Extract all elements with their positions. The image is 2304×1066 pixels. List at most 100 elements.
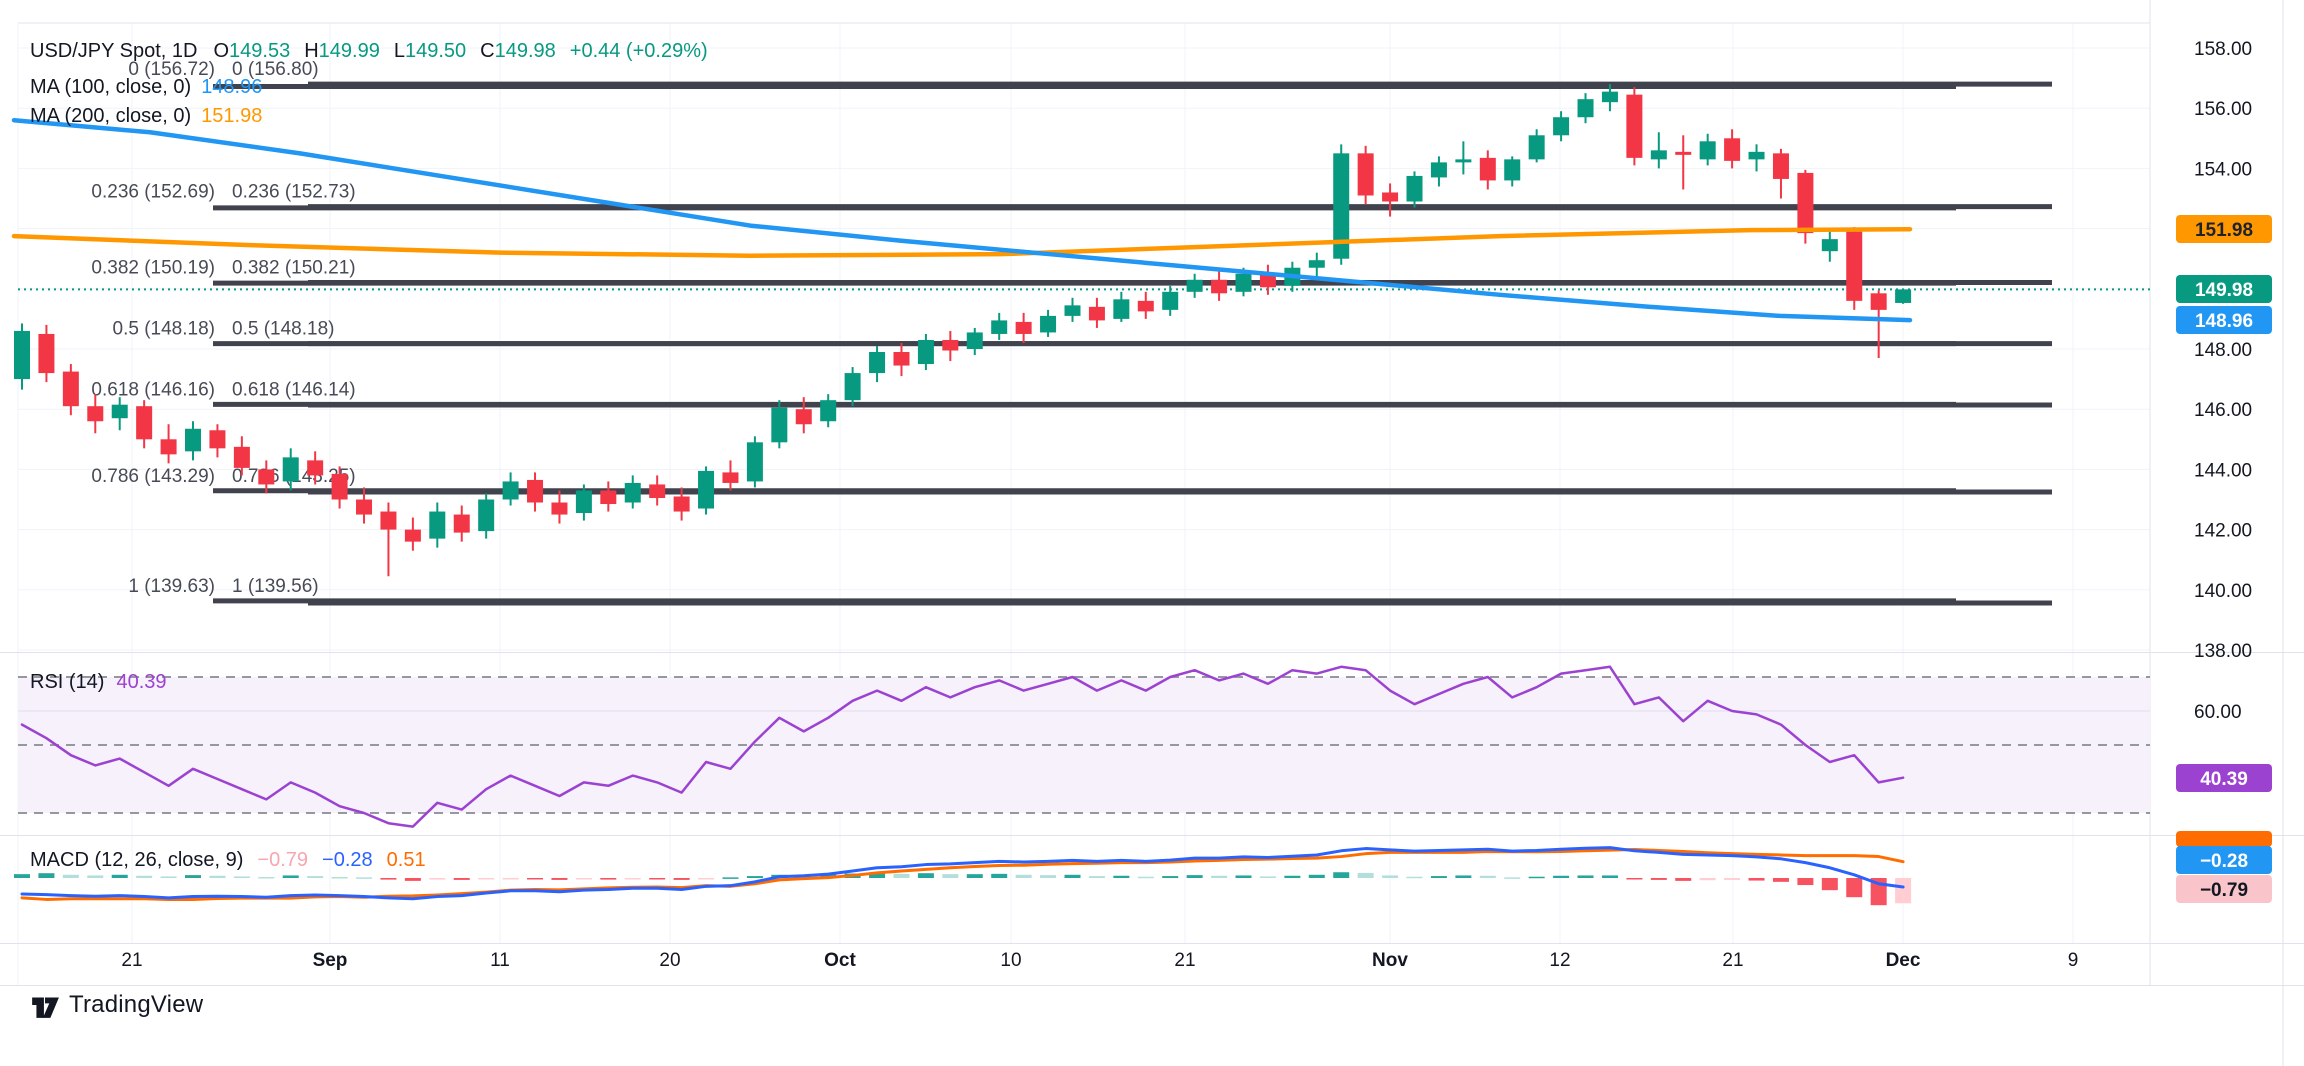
candle-body (1553, 117, 1570, 136)
candle-body (1186, 279, 1203, 292)
macd-histogram-bar (1821, 878, 1838, 891)
candle-body (136, 406, 153, 440)
candle-body (1040, 315, 1057, 333)
candle-body (1015, 321, 1032, 334)
time-axis-label: 21 (1722, 950, 1743, 971)
macd-histogram-bar (991, 873, 1008, 878)
candle-body (258, 469, 275, 485)
candle-body (1748, 151, 1765, 160)
macd-histogram-bar (62, 874, 79, 878)
macd-histogram-bar (1504, 877, 1521, 879)
price-axis-badge-148.96-text: 148.96 (2195, 311, 2253, 332)
macd-histogram-bar (1357, 872, 1374, 878)
tradingview-logo[interactable]: TradingView (30, 990, 203, 1020)
fib-label-0.236: 0.236 (152.69) (91, 182, 215, 203)
macd-histogram-bar (429, 878, 446, 880)
fib-label-0.382: 0.382 (150.19) (91, 257, 215, 278)
candle-body (698, 470, 715, 509)
candle-body (1846, 231, 1863, 301)
time-axis-label: Sep (313, 950, 348, 971)
price-axis-tick: 146.00 (2194, 400, 2252, 421)
candle-body (771, 407, 788, 443)
macd-histogram-bar (209, 875, 226, 878)
price-axis-tick: 138.00 (2194, 641, 2252, 662)
change-value: +0.44 (+0.29%) (569, 40, 708, 62)
macd-histogram-bar (1211, 875, 1228, 878)
candle-body (356, 499, 373, 515)
macd-legend-row[interactable]: MACD (12, 26, close, 9) −0.79 −0.28 0.51 (30, 849, 426, 872)
candle-body (1601, 91, 1618, 103)
macd-histogram-bar (258, 877, 275, 879)
candle-body (746, 442, 763, 482)
macd-histogram-bar (502, 878, 519, 880)
candle-body (575, 490, 592, 514)
macd-histogram-bar (307, 876, 324, 878)
macd-histogram-bar (1528, 876, 1545, 879)
macd-histogram-bar (1064, 874, 1081, 878)
time-axis-label: Dec (1886, 950, 1921, 971)
macd-histogram-bar (551, 878, 568, 880)
time-axis-label: 21 (121, 950, 142, 971)
macd-histogram-bar (380, 878, 397, 880)
macd-axis-badge-−0.28 (2176, 846, 2272, 874)
ma100-legend-row[interactable]: MA (100, close, 0) 148.96 (30, 76, 262, 99)
candle-body (649, 484, 666, 498)
macd-histogram-bar (160, 876, 177, 878)
candle-body (1137, 300, 1154, 312)
rsi-line[interactable] (20, 665, 1905, 828)
price-axis-tick: 154.00 (2194, 159, 2252, 180)
low-value: 149.50 (404, 40, 467, 62)
macd-histogram-bar (1675, 878, 1692, 881)
candle-body (991, 320, 1008, 334)
candle-body (1455, 159, 1472, 163)
macd-histogram-bar (1724, 878, 1741, 880)
price-axis-tick: 148.00 (2194, 340, 2252, 361)
candle-body (1308, 260, 1325, 268)
high-label: H (304, 40, 319, 62)
symbol-legend-row[interactable]: USD/JPY Spot, 1D O149.53 H149.99 L149.50… (30, 40, 708, 63)
rsi-axis-tick: 60.00 (2194, 702, 2242, 723)
fib-label-0.5: 0.5 (148.18) (113, 319, 215, 340)
macd-histogram-bar (1577, 875, 1594, 878)
rsi-legend-row[interactable]: RSI (14) 40.39 (30, 671, 167, 694)
candle-body (1821, 239, 1838, 252)
time-axis-label: 21 (1174, 950, 1195, 971)
candle-body (1504, 159, 1521, 181)
macd-histogram-bar (38, 873, 55, 878)
high-value: 149.99 (318, 40, 380, 62)
macd-histogram-bar (356, 877, 373, 879)
candle-body (307, 460, 324, 476)
candle-body (551, 502, 568, 515)
candle-body (282, 457, 299, 482)
candle-body (185, 428, 202, 452)
macd-histogram-bar (1040, 875, 1057, 878)
candle-body (1650, 150, 1667, 160)
ma100-line[interactable] (11, 117, 1913, 323)
macd-histogram-bar (942, 874, 959, 878)
macd-histogram-bar (1699, 878, 1716, 881)
macd-line[interactable] (20, 846, 1905, 901)
candle-body (1357, 153, 1374, 196)
macd-histogram-bar (893, 873, 910, 878)
candle-body (966, 332, 983, 349)
candle-body (38, 333, 55, 374)
ma100-value: 148.96 (201, 76, 263, 98)
macd-histogram-bar (869, 872, 886, 878)
macd-histogram-bar (404, 878, 421, 881)
ma200-legend-row[interactable]: MA (200, close, 0) 151.98 (30, 105, 262, 128)
macd-signal-value: 0.51 (386, 849, 426, 871)
macd-histogram-bar (282, 875, 299, 878)
candle-body (62, 371, 79, 407)
macd-histogram-bar (111, 874, 128, 878)
candle-body (624, 482, 641, 503)
macd-histogram-bar (1406, 876, 1423, 879)
macd-histogram-bar (600, 878, 617, 880)
symbol-title: USD/JPY Spot, 1D (30, 40, 198, 62)
macd-histogram-bar (1553, 875, 1570, 878)
ma200-line[interactable] (11, 226, 1913, 258)
candle-body (429, 511, 446, 539)
macd-histogram-bar (1430, 876, 1447, 878)
fib-label-1: 1 (139.63) (128, 576, 215, 597)
